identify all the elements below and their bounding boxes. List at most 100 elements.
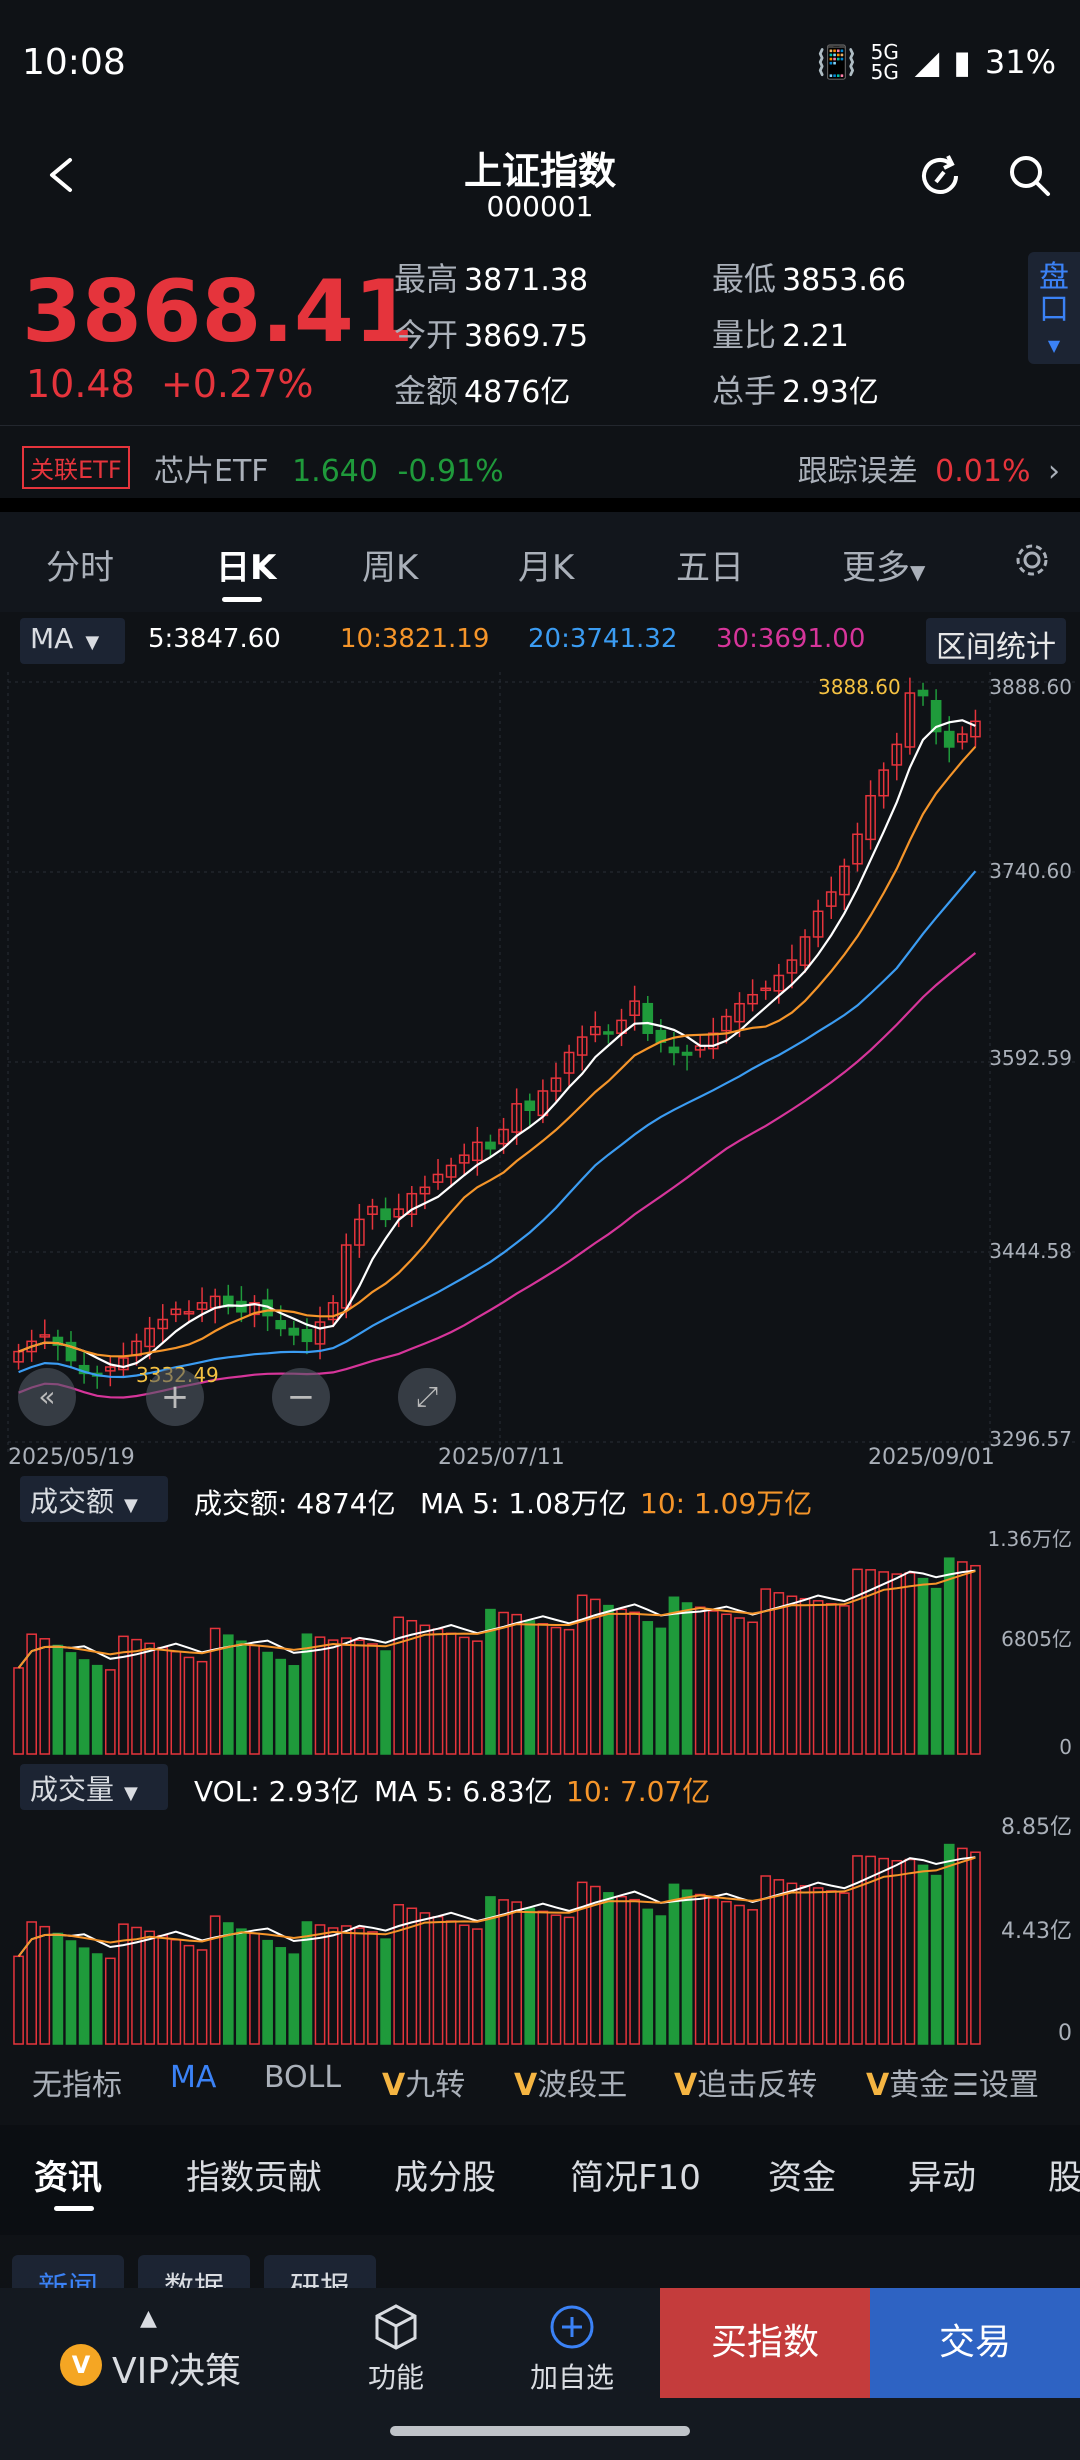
volume-bar <box>550 1914 562 2045</box>
zoom-out-icon[interactable]: − <box>272 1368 330 1426</box>
indicator-none[interactable]: 无指标 <box>32 2068 122 2103</box>
amount-select[interactable]: 成交额 ▼ <box>20 1476 168 1522</box>
caret-down-icon: ▼ <box>124 1783 138 1804</box>
y-tick: 8.85亿 <box>1001 1815 1072 1840</box>
tab-daily-k[interactable]: 日K <box>216 548 277 588</box>
volume-bar <box>957 1847 968 2045</box>
vip-decision-button[interactable]: ▲ V VIP决策 <box>60 2306 320 2406</box>
volume-bar <box>327 1927 339 2045</box>
tab-index-contrib[interactable]: 指数贡献 <box>186 2158 322 2198</box>
volume-bar <box>917 1864 929 2045</box>
etf-name: 芯片ETF <box>154 454 269 489</box>
volume-bar <box>249 1644 260 1755</box>
refresh-icon[interactable] <box>912 148 968 204</box>
indicator-jiuzhuan[interactable]: V九转 <box>382 2060 465 2104</box>
search-icon[interactable] <box>1002 148 1058 204</box>
ma-select[interactable]: MA ▼ <box>20 618 125 664</box>
buy-index-button[interactable]: 买指数 <box>660 2288 870 2398</box>
volume-bar <box>917 1577 929 1755</box>
volume-bar <box>760 1588 772 1755</box>
indicator-zhuiji[interactable]: V追击反转 <box>674 2060 817 2104</box>
volume-bar <box>39 1638 51 1755</box>
volume-bar <box>537 1623 549 1755</box>
settings-gear-icon[interactable] <box>1012 540 1052 580</box>
function-label: 功能 <box>367 2361 424 2394</box>
volume-chart[interactable]: 8.85亿 4.43亿 0 <box>0 1808 1080 2048</box>
tab-anomaly[interactable]: 异动 <box>908 2158 976 2198</box>
fullscreen-icon[interactable]: ⤢ <box>398 1368 456 1426</box>
status-icons: 📳 5G 5G ◢ ▮ 31% <box>817 42 1056 82</box>
candle <box>393 1208 405 1218</box>
tracking-error[interactable]: 跟踪误差 0.01% › <box>798 446 1060 490</box>
back-button[interactable] <box>40 140 80 210</box>
ma5-line <box>17 1856 976 1957</box>
tab-more[interactable]: 更多▼ <box>842 540 925 589</box>
indicator-settings[interactable]: ☰设置 <box>952 2060 1039 2104</box>
volume-bar <box>943 1843 955 2045</box>
y-tick: 0 <box>1059 1735 1072 1758</box>
chevron-right-icon: › <box>1048 454 1060 489</box>
tab-five-day[interactable]: 五日 <box>676 548 744 588</box>
candle <box>721 1015 732 1032</box>
etf-info[interactable]: 芯片ETF 1.640 -0.91% <box>154 446 504 490</box>
candle <box>65 1341 77 1362</box>
change-percent: +0.27% <box>160 362 314 406</box>
tab-capital[interactable]: 资金 <box>768 2158 836 2198</box>
candle <box>550 1077 562 1092</box>
etf-row[interactable] <box>0 425 1080 497</box>
volume-bar <box>196 1660 208 1755</box>
amount-chart[interactable]: 1.36万亿 6805亿 0 <box>0 1522 1080 1758</box>
volume-bar <box>275 1658 287 1755</box>
volume-select-label: 成交量 <box>30 1773 115 1806</box>
trade-button[interactable]: 交易 <box>870 2288 1080 2398</box>
tab-weekly-k[interactable]: 周K <box>362 548 419 588</box>
scroll-left-icon[interactable]: « <box>18 1368 76 1426</box>
indicator-boll[interactable]: BOLL <box>264 2060 342 2095</box>
stat-label: 最低 <box>712 260 777 298</box>
volume-bar <box>839 1605 850 1755</box>
divider <box>0 498 1080 512</box>
volume-bar <box>78 1947 90 2045</box>
volume-bar <box>393 1616 405 1755</box>
candle <box>144 1327 155 1348</box>
volume-bar <box>576 1881 588 2045</box>
vibrate-icon: 📳 <box>816 43 857 81</box>
home-indicator[interactable] <box>390 2426 690 2436</box>
range-stats-button[interactable]: 区间统计 <box>926 618 1066 665</box>
add-watchlist-button[interactable]: 加自选 <box>522 2302 622 2396</box>
volume-bar <box>78 1659 90 1755</box>
tab-stocks[interactable]: 股 <box>1048 2158 1080 2198</box>
y-tick: 3296.57 <box>989 1427 1072 1451</box>
candle <box>760 987 772 992</box>
candle <box>681 1051 693 1056</box>
order-book-tab[interactable]: 盘口 ▼ <box>1028 252 1080 364</box>
kline-chart[interactable]: 3888.60 3740.60 3592.59 3444.58 3296.57 … <box>0 672 1080 1472</box>
status-time: 10:08 <box>22 42 126 83</box>
tab-intraday[interactable]: 分时 <box>46 548 114 588</box>
tab-monthly-k[interactable]: 月K <box>518 548 575 588</box>
candle <box>511 1103 523 1133</box>
indicator-gold[interactable]: V黄金 <box>866 2060 948 2104</box>
function-button[interactable]: 功能 <box>356 2302 436 2396</box>
indicator-ma[interactable]: MA <box>170 2060 217 2095</box>
stat-value: 2.21 <box>782 319 849 354</box>
volume-bar <box>419 1912 431 2045</box>
volume-select[interactable]: 成交量 ▼ <box>20 1764 168 1810</box>
zoom-in-icon[interactable]: + <box>146 1368 204 1426</box>
volume-bar <box>262 1939 273 2045</box>
volume-bar <box>65 1652 77 1755</box>
tab-f10[interactable]: 简况F10 <box>570 2158 701 2198</box>
tab-components[interactable]: 成分股 <box>394 2158 496 2198</box>
tab-news[interactable]: 资讯 <box>34 2158 102 2198</box>
vip-v-icon: V <box>514 2068 538 2103</box>
volume-bar <box>537 1910 549 2045</box>
indicator-boduanwang[interactable]: V波段王 <box>514 2060 627 2104</box>
volume-bar <box>327 1639 339 1755</box>
vip-v-icon: V <box>674 2068 698 2103</box>
y-tick: 3592.59 <box>989 1046 1072 1070</box>
ma10-value: 10:3821.19 <box>340 624 490 654</box>
volume-bar <box>380 1938 391 2045</box>
candle <box>734 1002 745 1023</box>
volume-bar <box>104 1669 116 1755</box>
etf-change: -0.91% <box>397 454 504 489</box>
